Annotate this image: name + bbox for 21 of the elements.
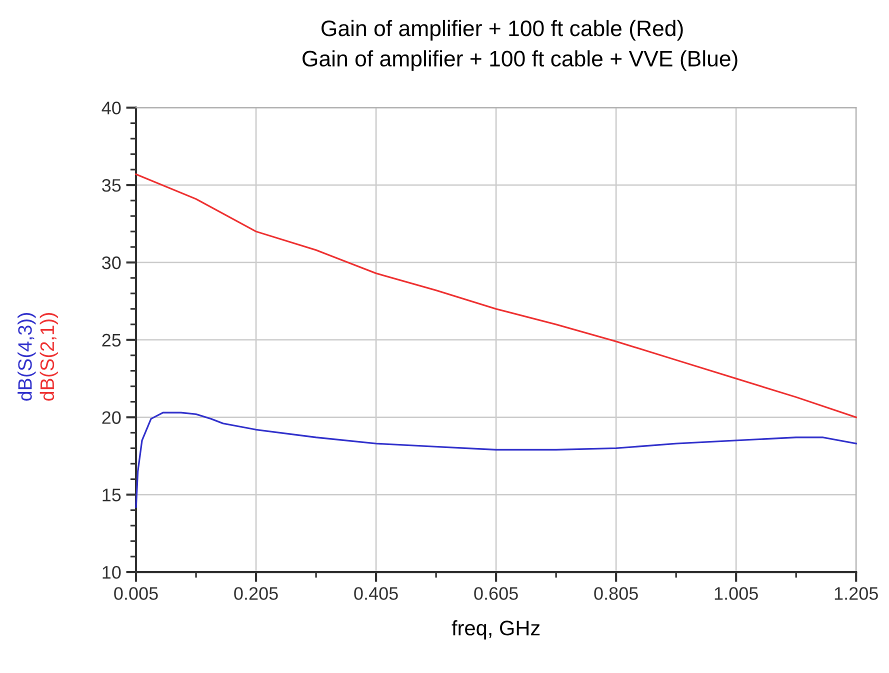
y-tick-label: 30 <box>102 256 121 270</box>
x-tick-label: 0.005 <box>114 587 158 600</box>
y-tick-label: 40 <box>102 102 121 114</box>
x-axis-title: freq, GHz <box>452 620 540 640</box>
x-tick-label: 0.605 <box>474 587 518 600</box>
chart-title: Gain of amplifier + 100 ft cable (Red) <box>322 20 683 41</box>
chart-subtitle: Gain of amplifier + 100 ft cable + VVE (Blue) <box>302 50 738 71</box>
y-tick-label: 20 <box>102 411 121 424</box>
x-tick-label: 1.205 <box>834 587 878 600</box>
y-tick-label: 35 <box>102 179 121 192</box>
y-tick-label: 15 <box>102 488 121 502</box>
x-tick-label: 1.005 <box>714 587 758 600</box>
text: dB(S(4,3)) <box>18 313 36 401</box>
line-series <box>135 412 857 508</box>
x-tick-label: 0.405 <box>354 587 398 600</box>
text: dB(S(2,1)) <box>40 313 58 401</box>
x-tick-label: 0.805 <box>594 587 638 600</box>
line-series <box>135 173 857 418</box>
y-tick-label: 10 <box>102 566 121 579</box>
y-tick-label: 25 <box>102 334 121 347</box>
x-tick-label: 0.205 <box>234 587 278 600</box>
